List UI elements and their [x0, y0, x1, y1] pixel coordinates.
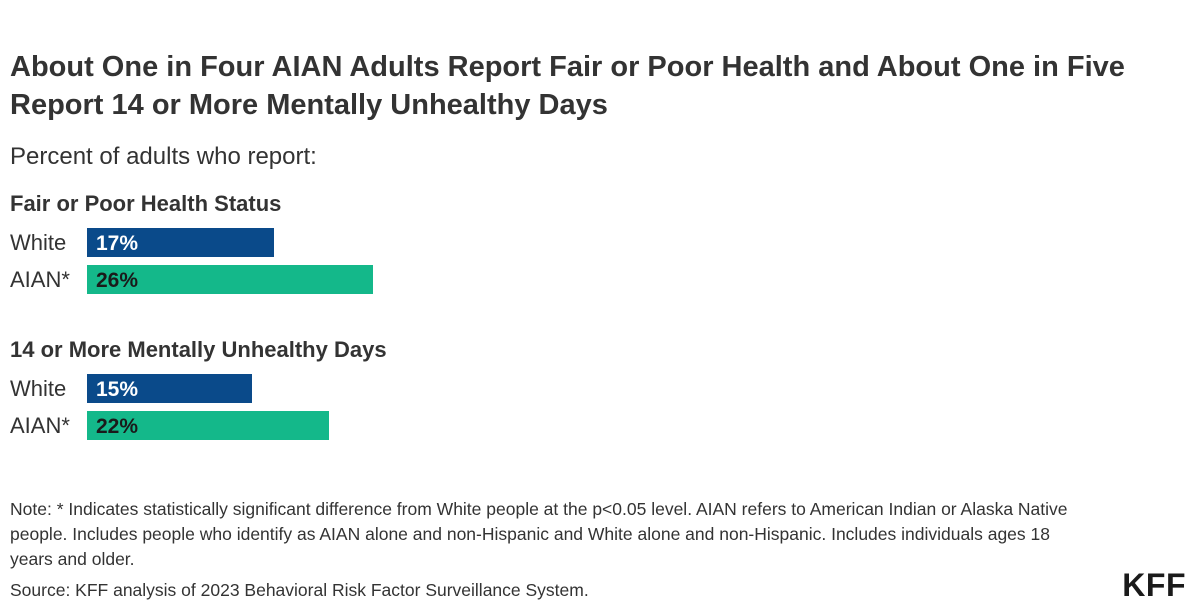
- panel-1-heading: Fair or Poor Health Status: [10, 191, 281, 216]
- panel-1-bar-white: [87, 228, 274, 257]
- panel-2-category-label-white: White: [10, 376, 66, 401]
- panel-1-category-label-aian: AIAN*: [10, 267, 70, 292]
- panel-2-bar-white: [87, 374, 252, 403]
- panel-1-data-label-aian: 26%: [96, 269, 138, 292]
- panel-2-data-label-white: 15%: [96, 378, 138, 401]
- panel-1-data-label-white: 17%: [96, 232, 138, 255]
- chart-subtitle: Percent of adults who report:: [10, 143, 317, 170]
- panel-2-data-label-aian: 22%: [96, 415, 138, 438]
- panel-2-bar-aian: [87, 411, 329, 440]
- panel-1-category-label-white: White: [10, 230, 66, 255]
- panel-2-category-label-aian: AIAN*: [10, 413, 70, 438]
- chart-source: Source: KFF analysis of 2023 Behavioral …: [10, 580, 589, 600]
- bar-chart: Fair or Poor Health Status White 17% AIAN* 2…: [10, 191, 387, 440]
- panel-2-heading: 14 or More Mentally Unhealthy Days: [10, 337, 387, 362]
- chart-title: About One in Four AIAN Adults Report Fai…: [10, 51, 1125, 121]
- kff-logo: KFF: [1122, 567, 1186, 603]
- chart-note: Note: * Indicates statistically signific…: [10, 499, 1068, 569]
- panel-1-bar-aian: [87, 265, 373, 294]
